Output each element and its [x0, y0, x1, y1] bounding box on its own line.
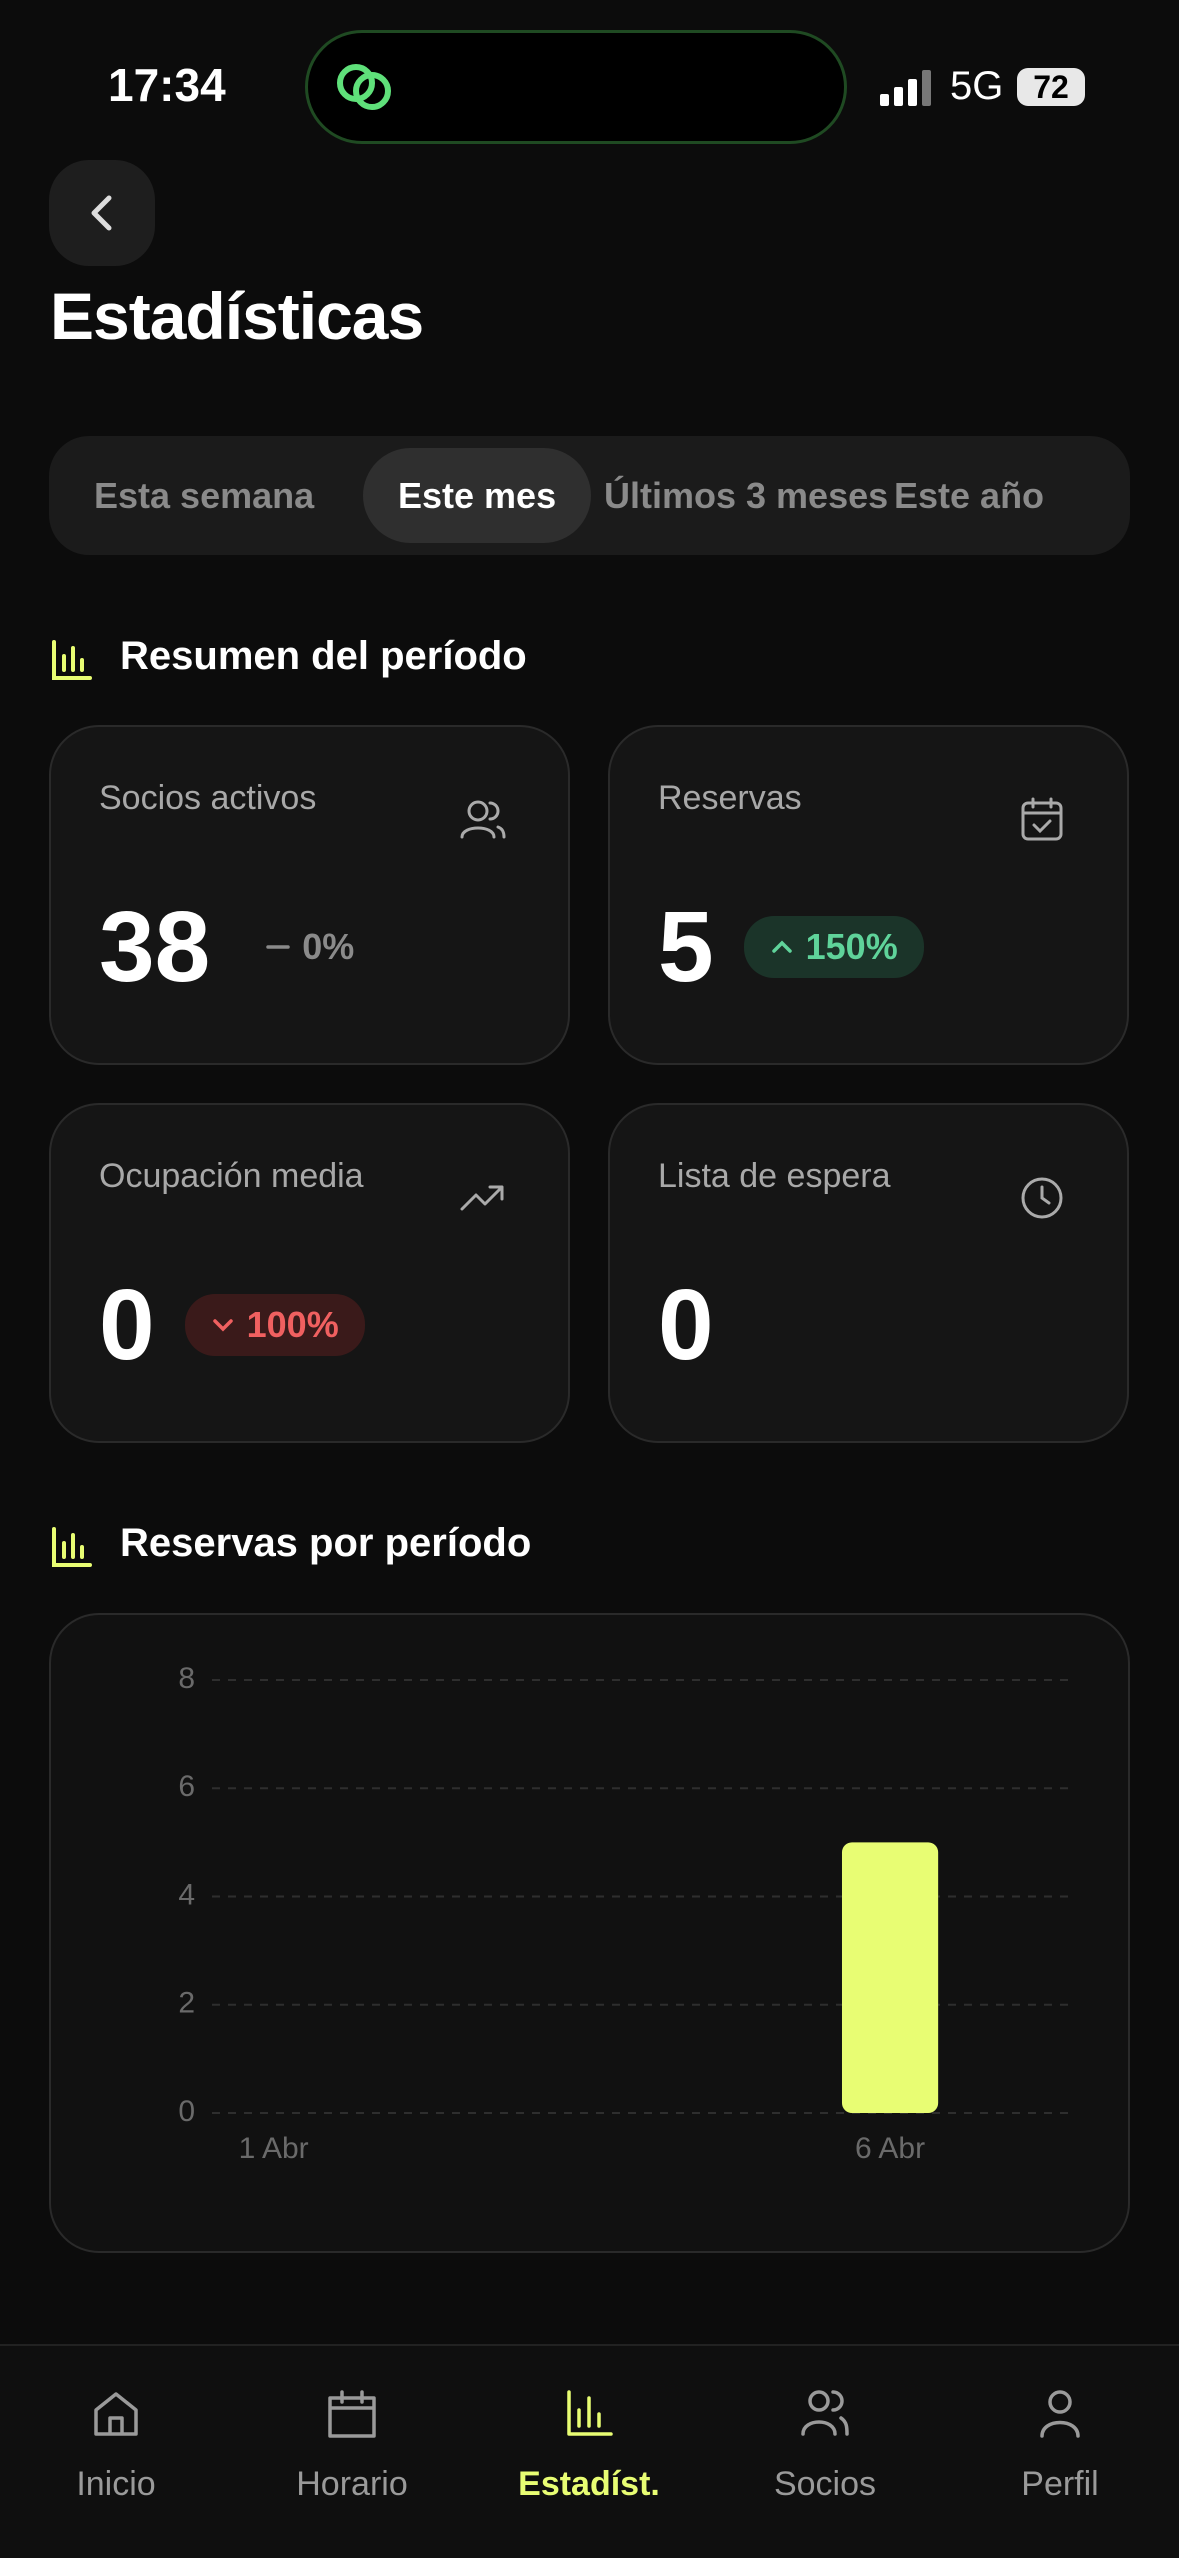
card-label: Reservas — [658, 779, 802, 817]
back-icon — [91, 195, 112, 231]
nav-icon-path — [94, 2392, 138, 2436]
nav-icon-path — [1040, 2390, 1080, 2438]
nav-item[interactable]: Inicio — [6, 2386, 226, 2504]
stat-card: Lista de espera 0 — [608, 1103, 1129, 1443]
section-title: Reservas por período — [120, 1521, 532, 1565]
nav-label: Horario — [296, 2465, 408, 2503]
period-tab[interactable]: Este año — [894, 475, 1045, 516]
change-value: 0% — [302, 926, 355, 967]
nav-icon — [94, 2392, 138, 2436]
trend-icon — [212, 1319, 233, 1332]
nav-item[interactable]: Horario — [242, 2386, 462, 2504]
dynamic-island — [305, 30, 847, 144]
stat-card: Ocupación media 0 100% — [49, 1103, 570, 1443]
y-tick-label: 0 — [178, 2095, 195, 2128]
change-pill: 100% — [184, 1294, 365, 1356]
tab-bar: Inicio Horario Estadíst. Socios Perfil — [0, 2344, 1179, 2558]
card-value: 5 — [658, 891, 714, 1003]
nav-icon-path — [328, 2390, 376, 2438]
signal-icon — [880, 70, 931, 106]
app-icon — [337, 64, 391, 110]
card-value: 0 — [658, 1269, 714, 1381]
period-tabs: Esta semana Este mes Últimos 3 meses Este a… — [49, 436, 1130, 555]
card-row: 5 150% — [658, 897, 924, 997]
x-tick-label: 6 Abr — [855, 2132, 925, 2165]
nav-icon — [801, 2390, 849, 2436]
section-icon — [52, 1527, 92, 1567]
trend-icon — [266, 945, 290, 949]
period-tab[interactable]: Este mes — [363, 448, 592, 543]
bar — [841, 1842, 939, 2113]
card-icon — [460, 800, 506, 839]
nav-item[interactable]: Perfil — [950, 2386, 1170, 2504]
change-value: 150% — [805, 926, 898, 967]
section-title: Resumen del período — [120, 634, 527, 678]
change-pill: 150% — [743, 916, 924, 978]
nav-icon-path — [801, 2390, 849, 2436]
nav-label: Socios — [773, 2465, 877, 2503]
status-battery: 72 — [1017, 68, 1085, 106]
nav-item[interactable]: Socios — [715, 2386, 935, 2504]
y-tick-label: 4 — [178, 1878, 195, 1911]
stat-card: Reservas 5 150% — [608, 725, 1129, 1065]
y-tick-label: 2 — [178, 1987, 195, 2020]
y-tick-label: 6 — [178, 1770, 195, 1803]
chart: 0 2 4 6 8 1 Abr 6 Abr — [178, 1662, 1075, 2165]
x-tick-label: 1 Abr — [239, 2132, 309, 2165]
card-row: 0 — [658, 1275, 714, 1375]
card-label: Socios activos — [99, 779, 317, 817]
card-label: Ocupación media — [99, 1157, 364, 1195]
period-tab[interactable]: Últimos 3 meses — [604, 475, 889, 516]
change-pill: 0% — [240, 916, 380, 978]
card-row: 0 100% — [99, 1275, 365, 1375]
status-network: 5G — [950, 64, 1004, 108]
nav-icon — [1040, 2390, 1080, 2438]
card-icon — [460, 1185, 504, 1211]
nav-item[interactable]: Estadíst. — [479, 2386, 699, 2504]
nav-icon — [328, 2390, 376, 2438]
card-label: Lista de espera — [658, 1157, 891, 1195]
page-title: Estadísticas — [50, 279, 424, 353]
change-value: 100% — [246, 1304, 339, 1345]
nav-label: Perfil — [1021, 2465, 1099, 2503]
card-icon — [1021, 1177, 1063, 1219]
card-value: 0 — [99, 1269, 155, 1381]
chart-card — [49, 1613, 1130, 2253]
trend-icon — [771, 940, 792, 953]
period-tab[interactable]: Esta semana — [94, 475, 315, 516]
card-icon — [1021, 797, 1063, 841]
stat-card: Socios activos 38 0% — [49, 725, 570, 1065]
section-icon — [52, 640, 92, 680]
y-tick-label: 8 — [178, 1662, 195, 1695]
nav-icon-path — [567, 2390, 613, 2436]
card-row: 38 0% — [99, 897, 380, 997]
nav-icon — [567, 2390, 613, 2436]
back-button[interactable] — [49, 160, 155, 266]
status-time: 17:34 — [108, 59, 226, 111]
card-value: 38 — [99, 891, 211, 1003]
nav-label: Inicio — [76, 2465, 156, 2503]
nav-label: Estadíst. — [518, 2465, 660, 2503]
